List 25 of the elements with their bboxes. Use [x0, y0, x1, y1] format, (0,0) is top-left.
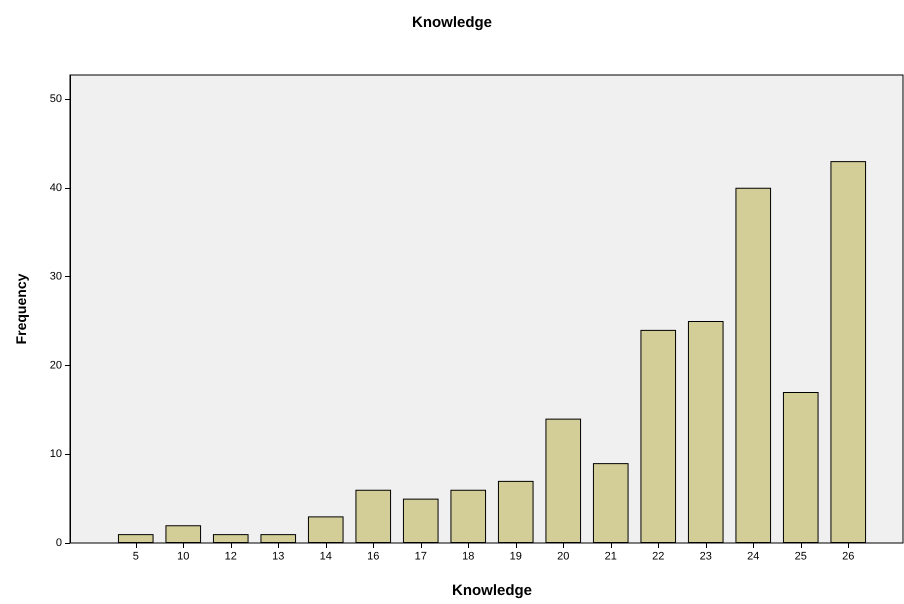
x-tick-label: 5 [132, 550, 139, 562]
x-tick-label: 20 [557, 550, 570, 562]
x-tick-label: 12 [224, 550, 237, 562]
x-tick-label: 24 [747, 550, 760, 562]
chart-title: Knowledge [412, 14, 492, 31]
x-tick-label: 25 [794, 550, 807, 562]
x-tick-label: 16 [367, 550, 380, 562]
x-tick-label: 17 [414, 550, 427, 562]
x-tick-label: 10 [177, 550, 190, 562]
x-tick-label: 26 [842, 550, 854, 562]
y-tick-label: 30 [50, 270, 62, 283]
x-tick-label: 22 [652, 550, 664, 562]
y-tick-label: 40 [50, 182, 62, 194]
y-axis-title: Frequency [13, 273, 29, 344]
y-tick-label: 20 [50, 359, 62, 372]
x-tick-label: 21 [604, 550, 617, 562]
x-axis-title: Knowledge [452, 582, 532, 599]
x-tick-label: 23 [700, 550, 712, 562]
x-tick-label: 19 [510, 550, 522, 562]
y-tick-label: 50 [50, 92, 62, 105]
y-tick-label: 0 [56, 537, 62, 549]
x-tick-label: 18 [462, 550, 474, 562]
y-tick-label: 10 [50, 448, 62, 460]
x-tick-label: 14 [320, 550, 332, 562]
x-tick-label: 13 [272, 550, 284, 562]
